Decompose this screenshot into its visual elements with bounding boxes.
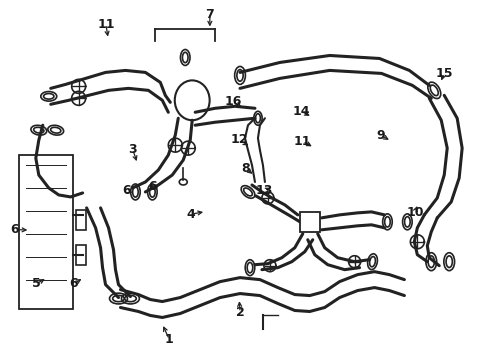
Text: 3: 3 [128,143,137,156]
Text: 1: 1 [165,333,174,346]
Text: 6: 6 [148,180,157,193]
Text: 6: 6 [69,278,77,291]
Text: 7: 7 [205,8,214,21]
Text: 13: 13 [256,184,273,197]
Text: 14: 14 [293,105,310,118]
Text: 2: 2 [236,306,245,319]
Text: 11: 11 [97,18,115,31]
Bar [75,245,86,265]
Bar [75,210,86,230]
Text: 6: 6 [10,223,19,236]
Text: 8: 8 [242,162,250,175]
Text: 6: 6 [122,184,131,197]
Text: 10: 10 [406,206,424,219]
Bar [300,212,319,232]
Text: 11: 11 [294,135,311,148]
Text: 4: 4 [187,208,196,221]
Text: 5: 5 [32,278,41,291]
Text: 15: 15 [436,67,453,80]
Text: 16: 16 [224,95,242,108]
Text: 9: 9 [376,129,385,142]
Text: 12: 12 [230,133,248,146]
